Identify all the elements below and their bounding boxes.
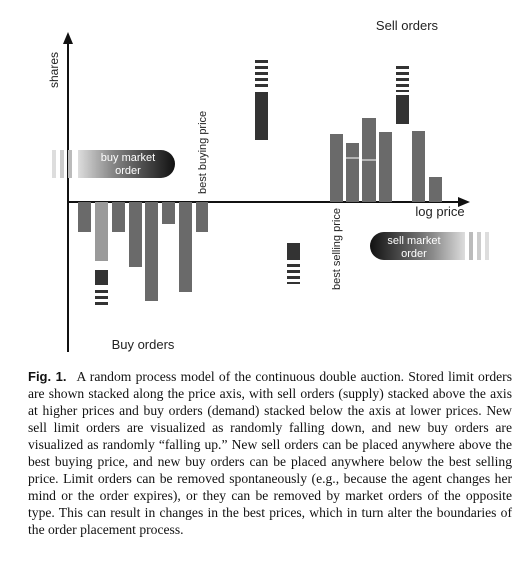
sell-bars [330, 66, 442, 202]
x-axis-label: log price [415, 204, 464, 219]
x-arrow [458, 197, 470, 207]
rising-buy-order-2 [287, 243, 300, 284]
rising-buy-order [95, 270, 108, 305]
best-selling-price: best selling price [331, 208, 343, 290]
y-axis-label: shares [47, 52, 61, 88]
sell-market-order: sell market order [370, 232, 489, 260]
y-arrow [63, 32, 73, 44]
caption-label: Fig. 1. [28, 369, 67, 384]
buy-market-order-label: buy market order [101, 152, 155, 177]
buy-orders-label: Buy orders [112, 337, 175, 352]
best-buying-price: best buying price [197, 111, 209, 194]
caption: Fig. 1. A random process model of the con… [28, 368, 512, 538]
buy-bars [78, 202, 208, 301]
figure: shares Sell orders log price Buy orders … [47, 18, 489, 352]
buy-market-order: buy market order [52, 150, 175, 178]
sell-market-order-label: sell market order [387, 235, 440, 260]
sell-orders-label: Sell orders [376, 18, 439, 33]
falling-sell-order [255, 60, 268, 140]
caption-text: A random process model of the continuous… [28, 369, 512, 537]
